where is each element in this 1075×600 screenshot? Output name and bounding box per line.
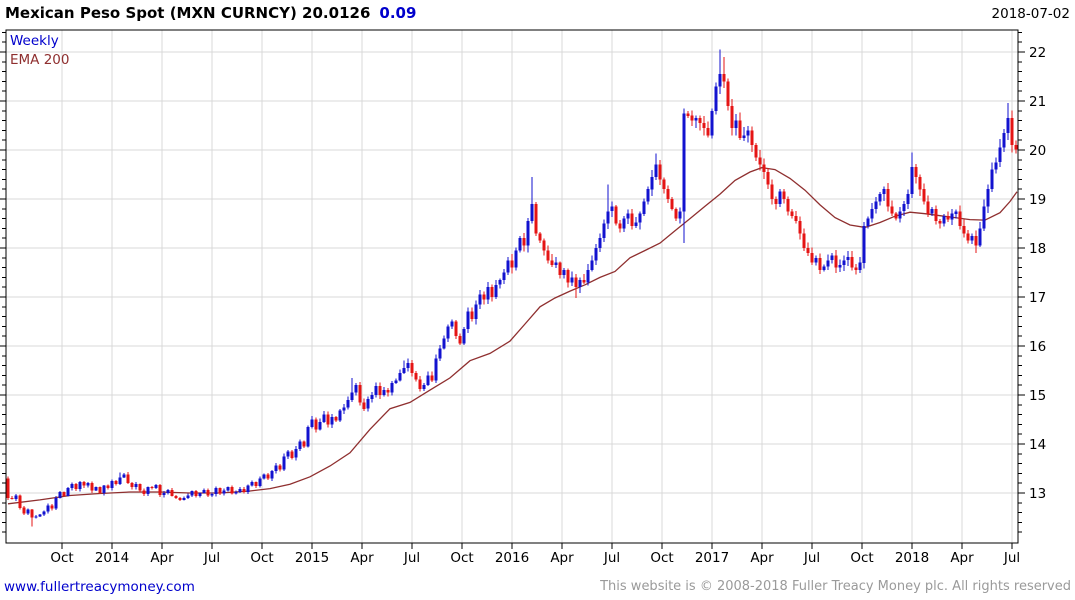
x-axis-label: Oct (650, 550, 673, 566)
x-axis-label: Jul (403, 550, 420, 566)
website-link[interactable]: www.fullertreacymoney.com (4, 579, 195, 595)
y-axis-label: 19 (1029, 192, 1046, 208)
x-axis-label: Apr (950, 550, 974, 566)
price-change: 0.09 (379, 4, 417, 22)
instrument-title: Mexican Peso Spot (MXN CURNCY) 20.0126 (5, 4, 371, 22)
copyright-text: This website is © 2008-2018 Fuller Treac… (600, 579, 1071, 594)
x-axis-label: 2015 (295, 550, 329, 566)
x-axis-label: Oct (850, 550, 873, 566)
page-title: Mexican Peso Spot (MXN CURNCY) 20.0126 0.… (5, 4, 416, 22)
ema-200-path (7, 166, 1018, 505)
y-axis-label: 13 (1029, 486, 1046, 502)
date-label: 2018-07-02 (991, 6, 1070, 22)
y-axis-label: 22 (1029, 45, 1046, 61)
legend-frequency: Weekly (10, 33, 59, 49)
x-axis-label: 2016 (495, 550, 529, 566)
x-axis-label: Apr (750, 550, 774, 566)
x-axis-label: Oct (250, 550, 273, 566)
x-axis-label: Jul (1003, 550, 1020, 566)
candles-group (6, 49, 1018, 527)
gridlines (6, 30, 1018, 543)
y-axis-label: 14 (1029, 437, 1046, 453)
y-axis-label: 18 (1029, 241, 1046, 257)
x-axis-label: Oct (50, 550, 73, 566)
x-axis-label: Apr (350, 550, 374, 566)
chart-legend: Weekly EMA 200 (10, 32, 69, 70)
x-axis-label: Apr (550, 550, 574, 566)
y-axis-label: 20 (1029, 143, 1046, 159)
y-axis-label: 17 (1029, 290, 1046, 306)
x-axis-label: Oct (450, 550, 473, 566)
y-axis-label: 16 (1029, 339, 1046, 355)
axis-labels: 22 21 20 19 18 17 16 15 14 13 Oct 2014 Apr Jul Oct 2015… (50, 45, 1046, 566)
x-axis-label: 2014 (95, 550, 129, 566)
x-axis-label: 2018 (895, 550, 929, 566)
x-axis-label: Apr (150, 550, 174, 566)
ema-line (7, 166, 1018, 505)
axes (0, 29, 1025, 549)
y-axis-label: 15 (1029, 388, 1046, 404)
x-axis-label: Jul (803, 550, 820, 566)
x-axis-label: Jul (603, 550, 620, 566)
y-axis-label: 21 (1029, 94, 1046, 110)
x-axis-label: Jul (203, 550, 220, 566)
legend-ema-200: EMA 200 (10, 52, 70, 68)
x-axis-label: 2017 (695, 550, 729, 566)
